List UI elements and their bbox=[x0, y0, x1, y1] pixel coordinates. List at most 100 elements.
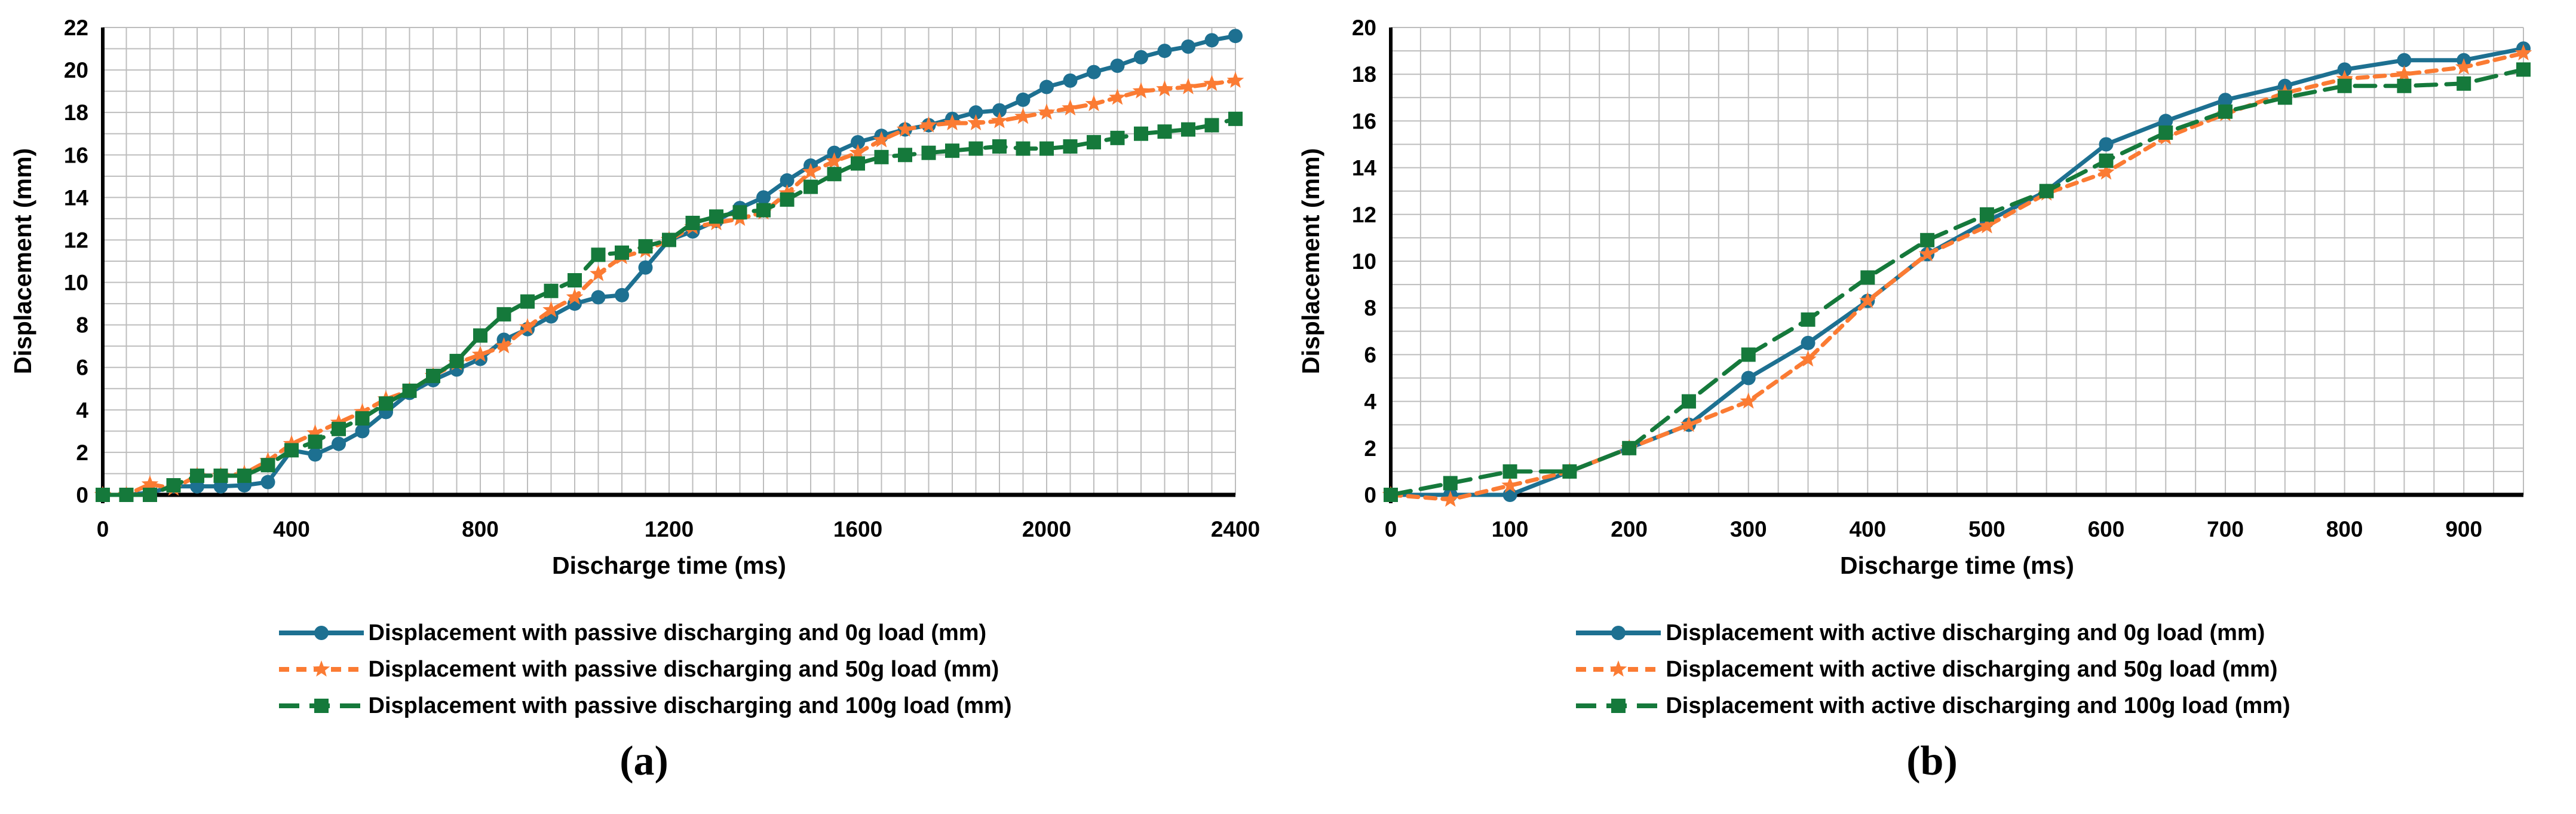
data-point-square bbox=[1039, 141, 1054, 156]
data-point-square bbox=[496, 307, 511, 322]
data-point-square bbox=[898, 148, 912, 163]
data-point-square bbox=[1384, 488, 1398, 502]
data-point-circle bbox=[1134, 50, 1148, 65]
data-point-circle bbox=[2158, 114, 2173, 128]
data-point-star bbox=[283, 434, 300, 451]
data-point-star bbox=[1740, 392, 1757, 409]
series-square bbox=[1384, 62, 2531, 502]
data-point-circle bbox=[780, 173, 795, 188]
data-point-star bbox=[2336, 70, 2353, 87]
data-point-square bbox=[2457, 76, 2471, 91]
data-point-circle bbox=[638, 260, 653, 275]
y-tick-label: 14 bbox=[1352, 156, 1377, 180]
legend-label: Displacement with passive discharging an… bbox=[368, 693, 1012, 718]
y-axis-title: Displacement (mm) bbox=[1297, 148, 1324, 374]
data-point-star bbox=[1156, 80, 1173, 97]
data-point-star bbox=[1179, 78, 1197, 94]
data-point-circle bbox=[1087, 65, 1101, 79]
legend-swatch-star-icon bbox=[1576, 660, 1661, 677]
data-point-square bbox=[402, 383, 417, 398]
data-point-star bbox=[2514, 44, 2532, 61]
data-point-circle bbox=[1611, 626, 1626, 640]
data-point-square bbox=[1562, 464, 1577, 479]
data-point-square bbox=[473, 328, 487, 343]
data-point-star bbox=[1226, 71, 1244, 88]
x-tick-label: 300 bbox=[1730, 517, 1767, 541]
legend-label: Displacement with active discharging and… bbox=[1666, 620, 2265, 645]
data-point-star bbox=[590, 265, 607, 281]
y-tick-label: 12 bbox=[64, 228, 88, 252]
data-point-square bbox=[685, 216, 700, 231]
y-tick-label: 6 bbox=[76, 356, 88, 380]
data-point-circle bbox=[851, 134, 865, 149]
data-point-square bbox=[544, 283, 559, 298]
data-point-square bbox=[1443, 476, 1458, 491]
data-point-square bbox=[921, 145, 936, 160]
data-point-star bbox=[1014, 108, 1032, 124]
data-point-circle bbox=[2337, 62, 2352, 77]
y-tick-label: 10 bbox=[64, 271, 88, 295]
data-point-star bbox=[519, 318, 536, 335]
y-tick-label: 18 bbox=[64, 100, 88, 125]
data-point-circle bbox=[756, 190, 771, 205]
data-point-square bbox=[2218, 104, 2233, 119]
x-axis-title: Discharge time (ms) bbox=[552, 552, 786, 579]
data-point-square bbox=[756, 203, 771, 218]
data-point-star bbox=[1203, 75, 1220, 91]
y-tick-labels: 0 2 4 6 8 10 12 14 16 18 20 bbox=[1352, 16, 1377, 507]
data-point-square bbox=[1181, 122, 1195, 137]
y-tick-label: 10 bbox=[1352, 249, 1376, 274]
data-point-star bbox=[1610, 660, 1627, 677]
data-point-square bbox=[1741, 347, 1756, 362]
y-tick-label: 16 bbox=[1352, 109, 1376, 133]
data-point-star bbox=[1978, 217, 1996, 234]
x-axis-title: Discharge time (ms) bbox=[1840, 552, 2074, 579]
data-point-square bbox=[426, 368, 440, 383]
data-point-circle bbox=[1039, 79, 1054, 94]
data-point-square bbox=[1611, 699, 1626, 713]
data-point-star bbox=[1109, 88, 1126, 105]
axes bbox=[101, 27, 1235, 503]
data-point-square bbox=[520, 294, 535, 309]
data-point-square bbox=[260, 458, 275, 473]
y-tick-label: 6 bbox=[1364, 342, 1376, 367]
data-point-circle bbox=[1016, 92, 1031, 107]
data-point-star bbox=[990, 112, 1008, 128]
data-point-square bbox=[992, 139, 1007, 154]
x-tick-label: 0 bbox=[1385, 517, 1397, 541]
data-point-square bbox=[945, 143, 959, 158]
data-point-square bbox=[1801, 312, 1816, 327]
data-point-star bbox=[1680, 415, 1698, 432]
y-tick-label: 2 bbox=[76, 440, 88, 465]
chart-panel-b: 0 100 200 300 400 500 600 700 800 900 0 2 4 6 8 10 12 14 1… bbox=[1288, 0, 2576, 814]
data-point-star bbox=[471, 345, 489, 362]
data-point-square bbox=[568, 273, 582, 287]
data-point-circle bbox=[1204, 33, 1219, 48]
data-point-square bbox=[1157, 124, 1172, 139]
x-tick-labels: 0 400 800 1200 1600 2000 2400 bbox=[97, 517, 1260, 541]
y-tick-label: 0 bbox=[76, 483, 88, 507]
data-point-circle bbox=[2099, 137, 2114, 152]
data-point-circle bbox=[1228, 29, 1243, 44]
data-point-star bbox=[873, 131, 890, 148]
data-point-star bbox=[2396, 65, 2413, 82]
legend-item: Displacement with active discharging and… bbox=[1574, 619, 2290, 647]
data-point-square bbox=[119, 488, 134, 502]
caption-a: (a) bbox=[620, 738, 668, 784]
data-point-square bbox=[709, 209, 723, 224]
x-tick-label: 800 bbox=[462, 517, 499, 541]
data-point-square bbox=[1204, 118, 1219, 133]
data-point-circle bbox=[1502, 488, 1517, 502]
data-point-square bbox=[332, 421, 346, 436]
axes bbox=[1389, 27, 2523, 503]
series-square bbox=[96, 111, 1243, 502]
data-point-square bbox=[2158, 125, 2173, 140]
data-point-square bbox=[213, 469, 228, 483]
data-point-circle bbox=[2397, 53, 2412, 68]
legend-label: Displacement with passive discharging an… bbox=[368, 656, 999, 682]
x-tick-label: 100 bbox=[1492, 517, 1529, 541]
data-point-square bbox=[615, 245, 629, 260]
data-point-star bbox=[1442, 490, 1459, 507]
data-point-star bbox=[306, 424, 324, 441]
data-point-star bbox=[354, 403, 371, 420]
